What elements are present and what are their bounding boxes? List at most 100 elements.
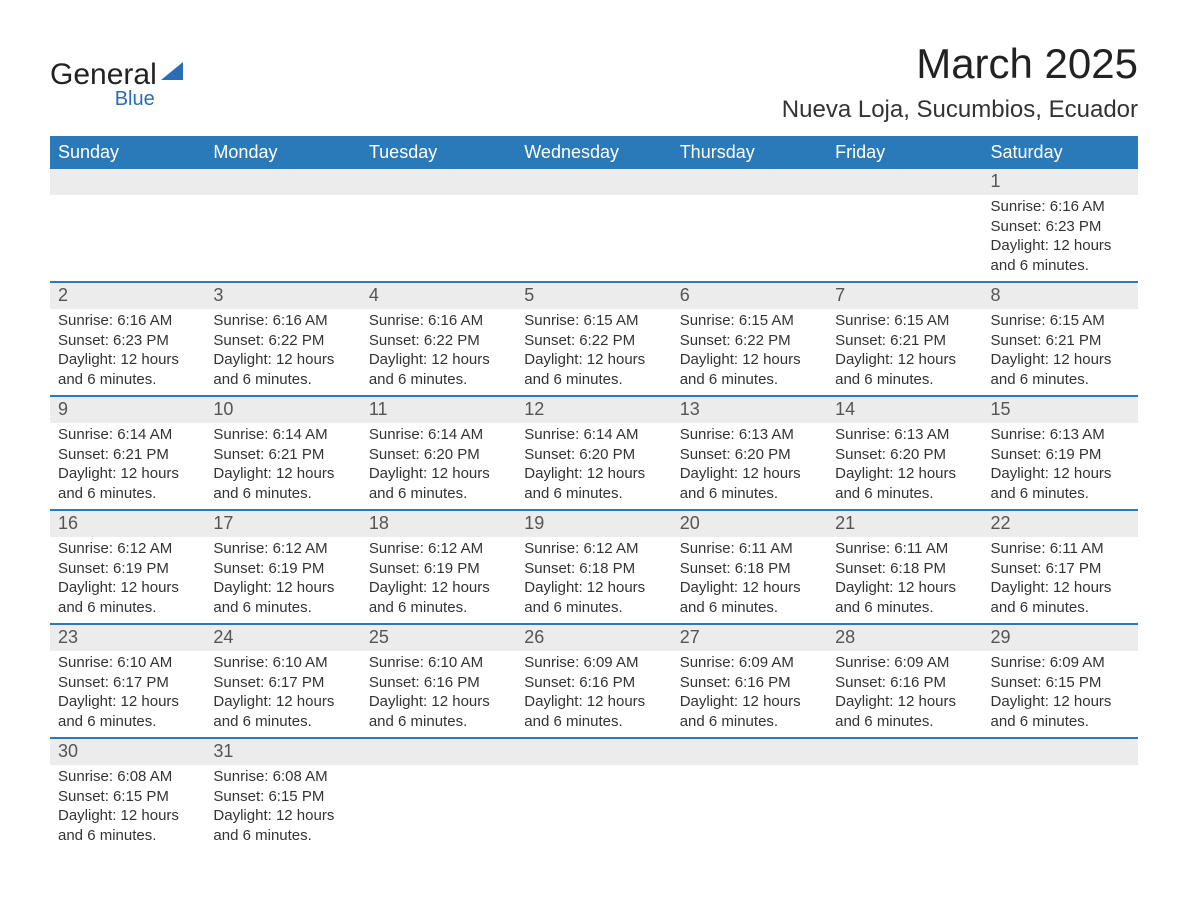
day-details: Sunrise: 6:13 AMSunset: 6:20 PMDaylight:… xyxy=(672,423,827,509)
day-number xyxy=(672,739,827,765)
day-number: 6 xyxy=(672,283,827,309)
day-details: Sunrise: 6:11 AMSunset: 6:18 PMDaylight:… xyxy=(827,537,982,623)
sunset-line: Sunset: 6:23 PM xyxy=(991,217,1130,237)
sunset-line: Sunset: 6:17 PM xyxy=(991,559,1130,579)
weekday-header: Tuesday xyxy=(361,136,516,169)
calendar-day-cell xyxy=(205,169,360,282)
daylight-line: Daylight: 12 hours and 6 minutes. xyxy=(58,806,197,845)
day-number: 30 xyxy=(50,739,205,765)
sunrise-line: Sunrise: 6:08 AM xyxy=(58,767,197,787)
daylight-line: Daylight: 12 hours and 6 minutes. xyxy=(213,350,352,389)
sunset-line: Sunset: 6:17 PM xyxy=(213,673,352,693)
daylight-line: Daylight: 12 hours and 6 minutes. xyxy=(213,464,352,503)
sunset-line: Sunset: 6:20 PM xyxy=(524,445,663,465)
sunset-line: Sunset: 6:17 PM xyxy=(58,673,197,693)
day-details: Sunrise: 6:13 AMSunset: 6:19 PMDaylight:… xyxy=(983,423,1138,509)
sunset-line: Sunset: 6:15 PM xyxy=(58,787,197,807)
day-number: 17 xyxy=(205,511,360,537)
calendar-day-cell xyxy=(672,169,827,282)
logo-text-main: General xyxy=(50,60,157,90)
sunset-line: Sunset: 6:16 PM xyxy=(524,673,663,693)
header: General Blue March 2025 Nueva Loja, Sucu… xyxy=(50,40,1138,130)
day-number: 1 xyxy=(983,169,1138,195)
calendar-week-row: 30Sunrise: 6:08 AMSunset: 6:15 PMDayligh… xyxy=(50,738,1138,851)
daylight-line: Daylight: 12 hours and 6 minutes. xyxy=(835,692,974,731)
weekday-header: Wednesday xyxy=(516,136,671,169)
sunset-line: Sunset: 6:18 PM xyxy=(835,559,974,579)
day-number: 4 xyxy=(361,283,516,309)
calendar-day-cell xyxy=(983,738,1138,851)
sunrise-line: Sunrise: 6:08 AM xyxy=(213,767,352,787)
day-number: 11 xyxy=(361,397,516,423)
calendar-day-cell: 30Sunrise: 6:08 AMSunset: 6:15 PMDayligh… xyxy=(50,738,205,851)
day-number: 9 xyxy=(50,397,205,423)
sunrise-line: Sunrise: 6:09 AM xyxy=(524,653,663,673)
day-number: 22 xyxy=(983,511,1138,537)
sunset-line: Sunset: 6:18 PM xyxy=(524,559,663,579)
calendar-day-cell: 20Sunrise: 6:11 AMSunset: 6:18 PMDayligh… xyxy=(672,510,827,624)
day-number: 25 xyxy=(361,625,516,651)
daylight-line: Daylight: 12 hours and 6 minutes. xyxy=(680,464,819,503)
weekday-header: Sunday xyxy=(50,136,205,169)
sunrise-line: Sunrise: 6:14 AM xyxy=(524,425,663,445)
daylight-line: Daylight: 12 hours and 6 minutes. xyxy=(58,350,197,389)
day-details xyxy=(827,765,982,845)
calendar-day-cell: 18Sunrise: 6:12 AMSunset: 6:19 PMDayligh… xyxy=(361,510,516,624)
day-details: Sunrise: 6:09 AMSunset: 6:16 PMDaylight:… xyxy=(516,651,671,737)
calendar-day-cell: 11Sunrise: 6:14 AMSunset: 6:20 PMDayligh… xyxy=(361,396,516,510)
sunrise-line: Sunrise: 6:16 AM xyxy=(991,197,1130,217)
daylight-line: Daylight: 12 hours and 6 minutes. xyxy=(213,692,352,731)
day-details xyxy=(205,195,360,275)
calendar-day-cell: 21Sunrise: 6:11 AMSunset: 6:18 PMDayligh… xyxy=(827,510,982,624)
sunset-line: Sunset: 6:16 PM xyxy=(369,673,508,693)
day-number xyxy=(50,169,205,195)
daylight-line: Daylight: 12 hours and 6 minutes. xyxy=(213,806,352,845)
day-details xyxy=(516,765,671,845)
calendar-day-cell: 23Sunrise: 6:10 AMSunset: 6:17 PMDayligh… xyxy=(50,624,205,738)
day-number xyxy=(205,169,360,195)
calendar-day-cell xyxy=(50,169,205,282)
day-details: Sunrise: 6:14 AMSunset: 6:21 PMDaylight:… xyxy=(205,423,360,509)
day-number xyxy=(827,169,982,195)
day-details: Sunrise: 6:15 AMSunset: 6:21 PMDaylight:… xyxy=(827,309,982,395)
sunrise-line: Sunrise: 6:16 AM xyxy=(369,311,508,331)
logo-text-sub: Blue xyxy=(50,88,157,111)
day-number: 10 xyxy=(205,397,360,423)
calendar-day-cell: 19Sunrise: 6:12 AMSunset: 6:18 PMDayligh… xyxy=(516,510,671,624)
logo: General Blue xyxy=(50,40,189,111)
daylight-line: Daylight: 12 hours and 6 minutes. xyxy=(58,464,197,503)
sunrise-line: Sunrise: 6:13 AM xyxy=(680,425,819,445)
sunrise-line: Sunrise: 6:09 AM xyxy=(991,653,1130,673)
daylight-line: Daylight: 12 hours and 6 minutes. xyxy=(369,464,508,503)
day-number: 15 xyxy=(983,397,1138,423)
day-details xyxy=(672,195,827,275)
sunrise-line: Sunrise: 6:10 AM xyxy=(369,653,508,673)
weekday-header: Monday xyxy=(205,136,360,169)
sunrise-line: Sunrise: 6:14 AM xyxy=(369,425,508,445)
day-details: Sunrise: 6:12 AMSunset: 6:19 PMDaylight:… xyxy=(361,537,516,623)
calendar-day-cell: 3Sunrise: 6:16 AMSunset: 6:22 PMDaylight… xyxy=(205,282,360,396)
sunset-line: Sunset: 6:18 PM xyxy=(680,559,819,579)
sunrise-line: Sunrise: 6:13 AM xyxy=(835,425,974,445)
day-details: Sunrise: 6:11 AMSunset: 6:18 PMDaylight:… xyxy=(672,537,827,623)
sunset-line: Sunset: 6:21 PM xyxy=(58,445,197,465)
day-details: Sunrise: 6:12 AMSunset: 6:19 PMDaylight:… xyxy=(205,537,360,623)
sunset-line: Sunset: 6:23 PM xyxy=(58,331,197,351)
daylight-line: Daylight: 12 hours and 6 minutes. xyxy=(991,236,1130,275)
sunrise-line: Sunrise: 6:16 AM xyxy=(213,311,352,331)
day-details: Sunrise: 6:12 AMSunset: 6:19 PMDaylight:… xyxy=(50,537,205,623)
day-number: 8 xyxy=(983,283,1138,309)
day-number: 18 xyxy=(361,511,516,537)
calendar-table: Sunday Monday Tuesday Wednesday Thursday… xyxy=(50,136,1138,851)
day-details xyxy=(50,195,205,275)
sunrise-line: Sunrise: 6:16 AM xyxy=(58,311,197,331)
day-details: Sunrise: 6:09 AMSunset: 6:16 PMDaylight:… xyxy=(672,651,827,737)
day-details: Sunrise: 6:08 AMSunset: 6:15 PMDaylight:… xyxy=(205,765,360,851)
daylight-line: Daylight: 12 hours and 6 minutes. xyxy=(991,350,1130,389)
daylight-line: Daylight: 12 hours and 6 minutes. xyxy=(680,692,819,731)
sunset-line: Sunset: 6:21 PM xyxy=(213,445,352,465)
calendar-day-cell: 13Sunrise: 6:13 AMSunset: 6:20 PMDayligh… xyxy=(672,396,827,510)
day-number: 27 xyxy=(672,625,827,651)
day-number: 19 xyxy=(516,511,671,537)
day-number: 31 xyxy=(205,739,360,765)
